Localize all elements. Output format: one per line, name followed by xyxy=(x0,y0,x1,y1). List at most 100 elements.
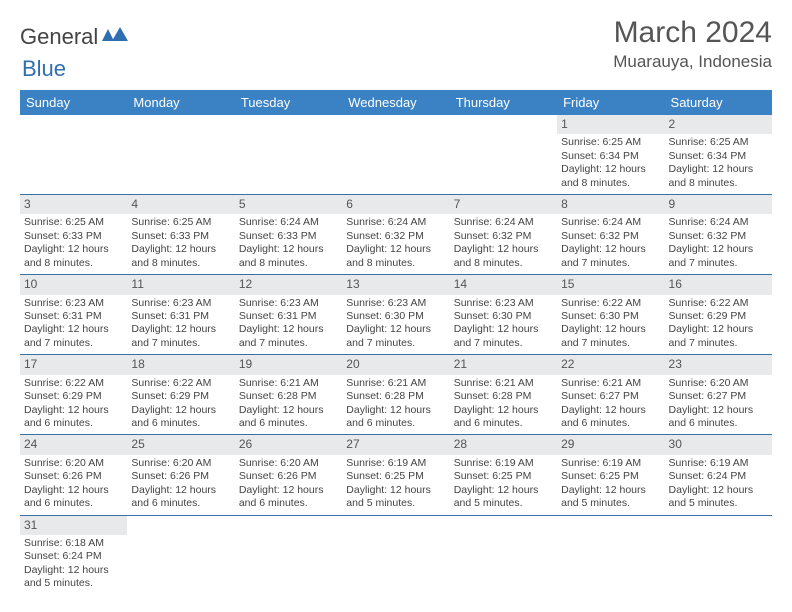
daylight-line: Daylight: 12 hours and 6 minutes. xyxy=(454,404,553,431)
day-number: 4 xyxy=(127,195,234,214)
daylight-line: Daylight: 12 hours and 6 minutes. xyxy=(561,404,660,431)
calendar-empty-cell xyxy=(20,115,127,195)
location: Muarauya, Indonesia xyxy=(613,52,772,72)
sunrise-line: Sunrise: 6:22 AM xyxy=(669,297,768,310)
sunrise-line: Sunrise: 6:22 AM xyxy=(131,377,230,390)
sunrise-line: Sunrise: 6:19 AM xyxy=(346,457,445,470)
sunrise-line: Sunrise: 6:24 AM xyxy=(561,216,660,229)
calendar-day-cell: 16 Sunrise: 6:22 AMSunset: 6:29 PMDayligh… xyxy=(665,275,772,355)
day-number: 26 xyxy=(235,435,342,454)
sunrise-line: Sunrise: 6:21 AM xyxy=(346,377,445,390)
sunset-line: Sunset: 6:28 PM xyxy=(239,390,338,403)
calendar-day-cell: 1Sunrise: 6:25 AMSunset: 6:34 PMDaylight… xyxy=(557,115,664,195)
daylight-line: Daylight: 12 hours and 8 minutes. xyxy=(131,243,230,270)
day-number: 21 xyxy=(450,355,557,374)
calendar-day-cell: 12Sunrise: 6:23 AMSunset: 6:31 PMDayligh… xyxy=(235,275,342,355)
sunrise-line: Sunrise: 6:19 AM xyxy=(561,457,660,470)
sunrise-line: Sunrise: 6:24 AM xyxy=(454,216,553,229)
calendar-day-cell: 19Sunrise: 6:21 AMSunset: 6:28 PMDayligh… xyxy=(235,355,342,435)
sunrise-line: Sunrise: 6:24 AM xyxy=(346,216,445,229)
sunrise-line: Sunrise: 6:25 AM xyxy=(24,216,123,229)
calendar-day-cell: 14Sunrise: 6:23 AMSunset: 6:30 PMDayligh… xyxy=(450,275,557,355)
sunset-line: Sunset: 6:31 PM xyxy=(239,310,338,323)
day-number: 16 xyxy=(665,275,772,294)
weekday-header: Friday xyxy=(557,90,664,115)
sunset-line: Sunset: 6:30 PM xyxy=(346,310,445,323)
day-number: 11 xyxy=(127,275,234,294)
daylight-line: Daylight: 12 hours and 6 minutes. xyxy=(239,484,338,511)
calendar-day-cell: 18 Sunrise: 6:22 AMSunset: 6:29 PMDayligh… xyxy=(127,355,234,435)
calendar-day-cell: 11Sunrise: 6:23 AMSunset: 6:31 PMDayligh… xyxy=(127,275,234,355)
calendar-day-cell: 4Sunrise: 6:25 AMSunset: 6:33 PMDaylight… xyxy=(127,195,234,275)
daylight-line: Daylight: 12 hours and 7 minutes. xyxy=(24,323,123,350)
flag-icon xyxy=(102,27,128,45)
sunset-line: Sunset: 6:26 PM xyxy=(239,470,338,483)
day-number: 18 xyxy=(127,355,234,374)
calendar-empty-cell xyxy=(450,115,557,195)
sunset-line: Sunset: 6:32 PM xyxy=(346,230,445,243)
calendar-empty-cell xyxy=(127,115,234,195)
daylight-line: Daylight: 12 hours and 8 minutes. xyxy=(454,243,553,270)
sunset-line: Sunset: 6:28 PM xyxy=(346,390,445,403)
calendar-day-cell: 17Sunrise: 6:22 AMSunset: 6:29 PMDayligh… xyxy=(20,355,127,435)
sunrise-line: Sunrise: 6:23 AM xyxy=(454,297,553,310)
daylight-line: Daylight: 12 hours and 8 minutes. xyxy=(239,243,338,270)
weekday-header: Thursday xyxy=(450,90,557,115)
daylight-line: Daylight: 12 hours and 8 minutes. xyxy=(669,163,768,190)
sunrise-line: Sunrise: 6:21 AM xyxy=(454,377,553,390)
calendar-day-cell: 31Sunrise: 6:18 AMSunset: 6:24 PMDayligh… xyxy=(20,515,127,595)
calendar-week-row: 10Sunrise: 6:23 AMSunset: 6:31 PMDayligh… xyxy=(20,275,772,355)
month-title: March 2024 xyxy=(613,16,772,50)
sunset-line: Sunset: 6:28 PM xyxy=(454,390,553,403)
calendar-day-cell: 29Sunrise: 6:19 AMSunset: 6:25 PMDayligh… xyxy=(557,435,664,515)
sunset-line: Sunset: 6:25 PM xyxy=(454,470,553,483)
calendar-empty-cell xyxy=(342,115,449,195)
sunset-line: Sunset: 6:33 PM xyxy=(24,230,123,243)
daylight-line: Daylight: 12 hours and 8 minutes. xyxy=(24,243,123,270)
sunset-line: Sunset: 6:33 PM xyxy=(131,230,230,243)
brand-part1: General xyxy=(20,24,98,50)
calendar-empty-cell xyxy=(450,515,557,595)
calendar-empty-cell xyxy=(127,515,234,595)
sunset-line: Sunset: 6:30 PM xyxy=(454,310,553,323)
calendar-empty-cell xyxy=(665,515,772,595)
calendar-day-cell: 7Sunrise: 6:24 AMSunset: 6:32 PMDaylight… xyxy=(450,195,557,275)
daylight-line: Daylight: 12 hours and 6 minutes. xyxy=(131,404,230,431)
daylight-line: Daylight: 12 hours and 7 minutes. xyxy=(669,323,768,350)
sunset-line: Sunset: 6:29 PM xyxy=(669,310,768,323)
calendar-day-cell: 13Sunrise: 6:23 AMSunset: 6:30 PMDayligh… xyxy=(342,275,449,355)
sunset-line: Sunset: 6:25 PM xyxy=(561,470,660,483)
day-number: 20 xyxy=(342,355,449,374)
day-number: 10 xyxy=(20,275,127,294)
daylight-line: Daylight: 12 hours and 6 minutes. xyxy=(239,404,338,431)
calendar-day-cell: 5Sunrise: 6:24 AMSunset: 6:33 PMDaylight… xyxy=(235,195,342,275)
daylight-line: Daylight: 12 hours and 6 minutes. xyxy=(346,404,445,431)
calendar-empty-cell xyxy=(342,515,449,595)
sunset-line: Sunset: 6:29 PM xyxy=(131,390,230,403)
daylight-line: Daylight: 12 hours and 7 minutes. xyxy=(239,323,338,350)
day-number: 15 xyxy=(557,275,664,294)
day-number: 28 xyxy=(450,435,557,454)
calendar-day-cell: 27Sunrise: 6:19 AMSunset: 6:25 PMDayligh… xyxy=(342,435,449,515)
sunset-line: Sunset: 6:31 PM xyxy=(24,310,123,323)
sunset-line: Sunset: 6:24 PM xyxy=(669,470,768,483)
calendar-day-cell: 30Sunrise: 6:19 AMSunset: 6:24 PMDayligh… xyxy=(665,435,772,515)
calendar-empty-cell xyxy=(235,115,342,195)
weekday-header: Wednesday xyxy=(342,90,449,115)
calendar-day-cell: 10Sunrise: 6:23 AMSunset: 6:31 PMDayligh… xyxy=(20,275,127,355)
day-number: 13 xyxy=(342,275,449,294)
calendar-day-cell: 25Sunrise: 6:20 AMSunset: 6:26 PMDayligh… xyxy=(127,435,234,515)
calendar-week-row: 17Sunrise: 6:22 AMSunset: 6:29 PMDayligh… xyxy=(20,355,772,435)
calendar-empty-cell xyxy=(557,515,664,595)
sunset-line: Sunset: 6:33 PM xyxy=(239,230,338,243)
calendar-day-cell: 22Sunrise: 6:21 AMSunset: 6:27 PMDayligh… xyxy=(557,355,664,435)
daylight-line: Daylight: 12 hours and 7 minutes. xyxy=(561,323,660,350)
sunset-line: Sunset: 6:26 PM xyxy=(24,470,123,483)
daylight-line: Daylight: 12 hours and 7 minutes. xyxy=(561,243,660,270)
daylight-line: Daylight: 12 hours and 5 minutes. xyxy=(454,484,553,511)
day-number: 1 xyxy=(557,115,664,134)
calendar-week-row: 24Sunrise: 6:20 AMSunset: 6:26 PMDayligh… xyxy=(20,435,772,515)
sunrise-line: Sunrise: 6:23 AM xyxy=(239,297,338,310)
daylight-line: Daylight: 12 hours and 7 minutes. xyxy=(454,323,553,350)
day-number: 5 xyxy=(235,195,342,214)
